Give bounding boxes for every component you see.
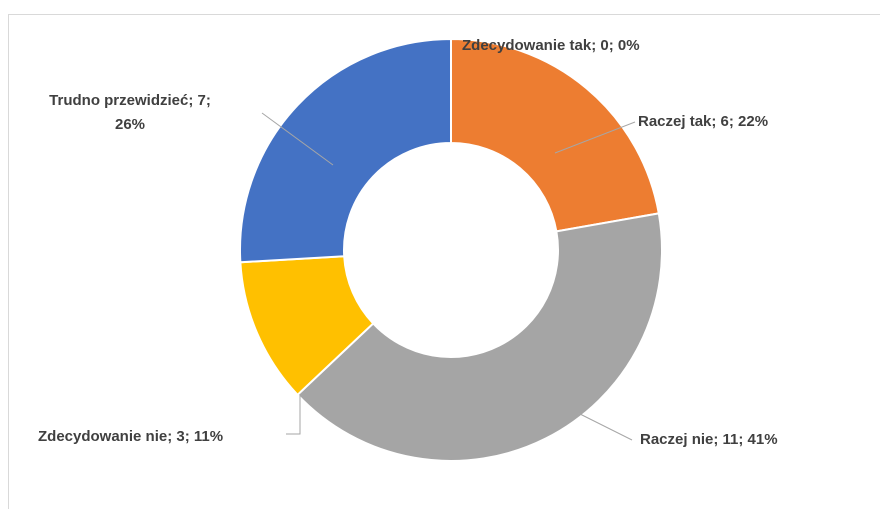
leader-line: [286, 395, 301, 435]
data-label: Raczej tak; 6; 22%: [638, 113, 769, 130]
leader-line: [261, 112, 334, 166]
donut-slice: [239, 37, 452, 264]
data-label: Raczej nie; 11; 41%: [640, 431, 778, 448]
data-label: Trudno przewidzieć; 7; 26%: [49, 92, 211, 133]
donut-slice: [296, 212, 663, 462]
data-label: Zdecydowanie nie; 3; 11%: [38, 428, 224, 445]
donut-slice: [450, 37, 660, 233]
leader-line: [554, 121, 636, 154]
data-label: Zdecydowanie tak; 0; 0%: [462, 37, 640, 54]
chart-frame: [8, 14, 880, 509]
leader-line: [577, 412, 633, 441]
